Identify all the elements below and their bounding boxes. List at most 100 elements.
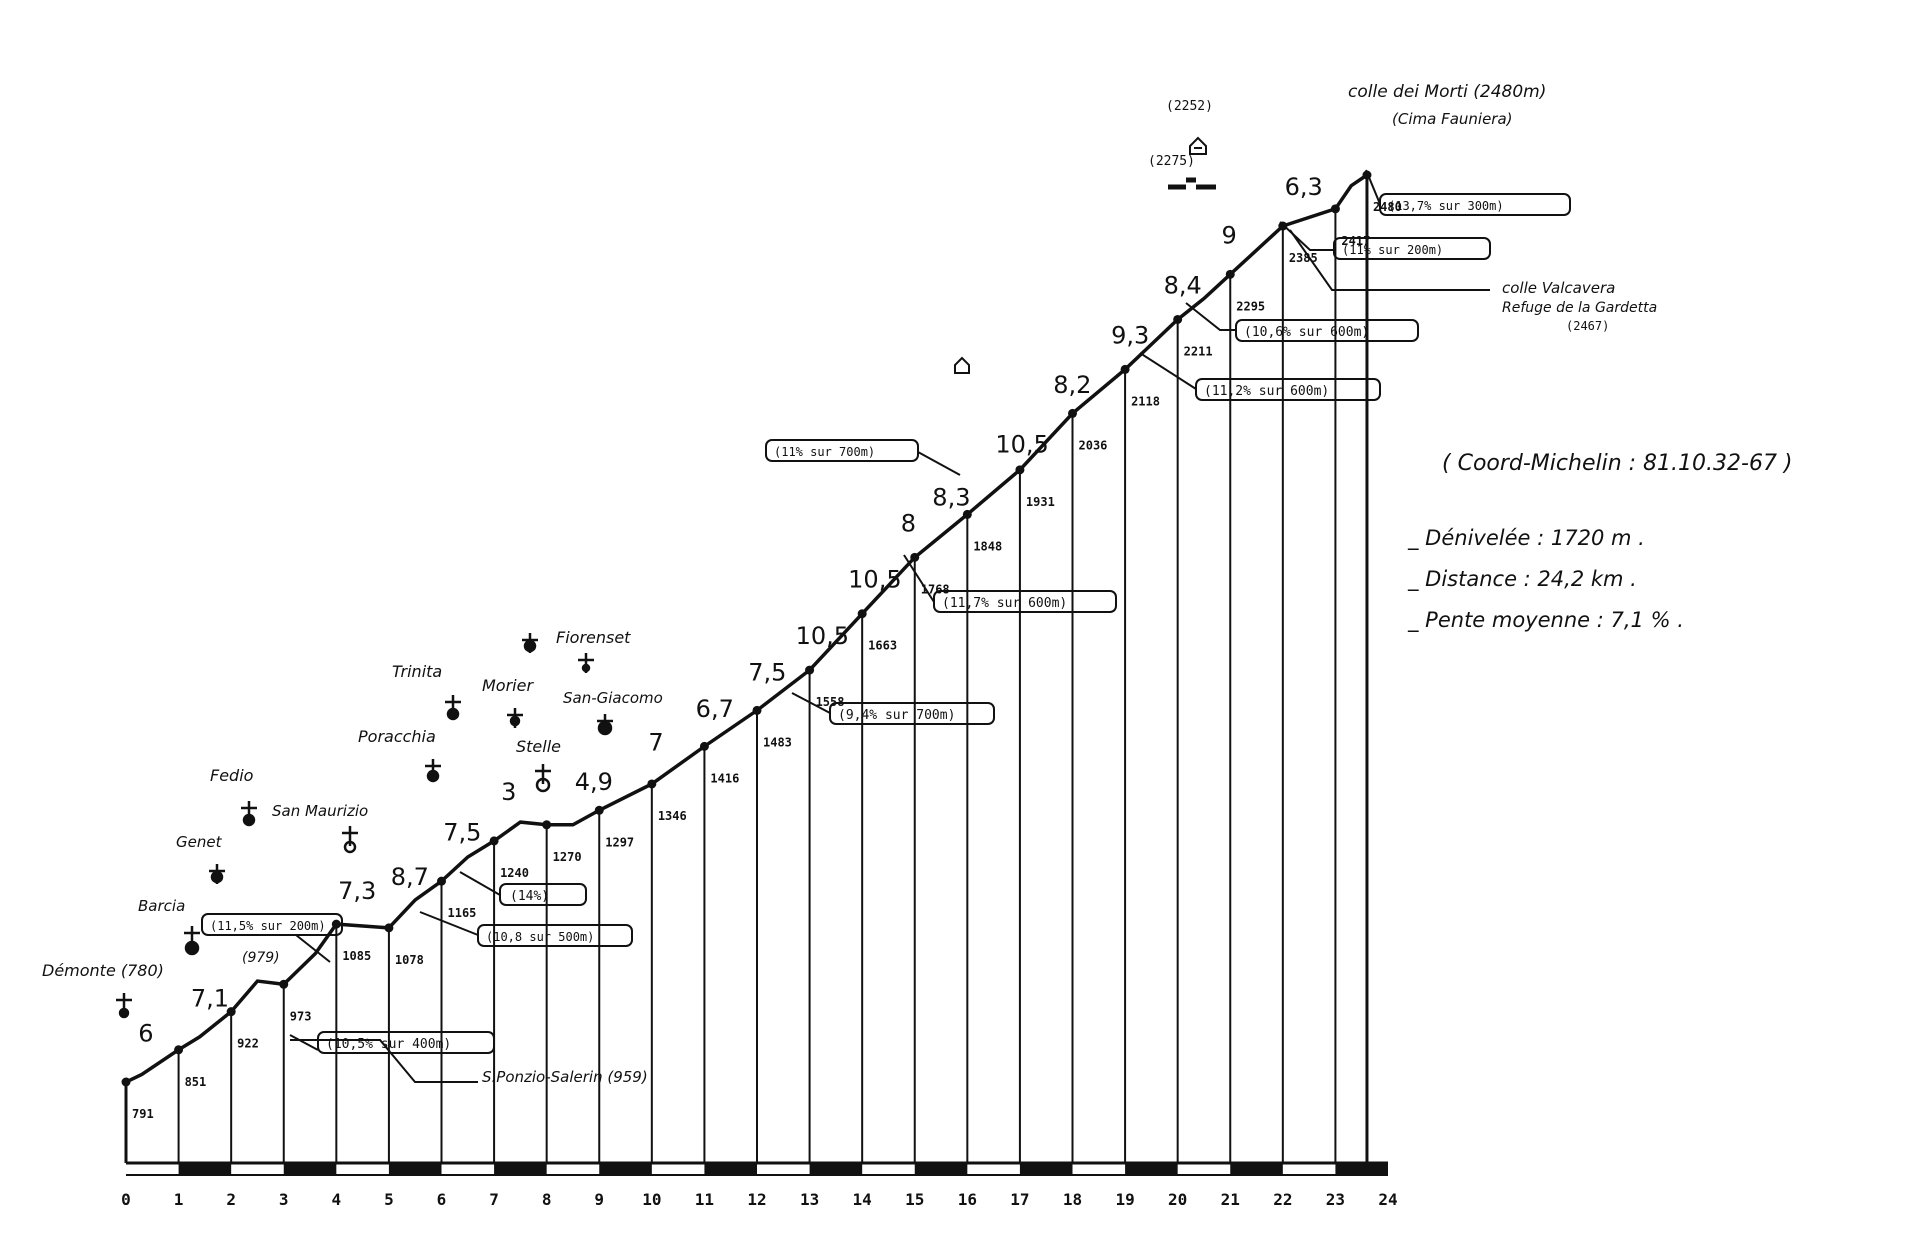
profile-point: [174, 1045, 184, 1055]
gradient-label: 8,3: [932, 484, 970, 512]
place-san-giacomo: San-Giacomo: [563, 689, 663, 707]
note-14: (14%): [499, 883, 587, 906]
svg-text:(9,4% sur 700m): (9,4% sur 700m): [838, 708, 955, 723]
gradient-label: 10,5: [796, 622, 849, 650]
elevation-label: 2118: [1131, 394, 1160, 408]
gradient-label: 7,5: [443, 819, 481, 847]
place-2252: (2252): [1166, 99, 1213, 114]
place-trinita: Trinita: [392, 662, 442, 681]
profile-point: [489, 836, 499, 846]
elevation-label: 922: [237, 1037, 259, 1051]
profile-point: [1068, 408, 1077, 418]
km-bar: [1125, 1163, 1178, 1175]
gradient-label: 3: [501, 778, 516, 806]
elevation-label: 1848: [973, 539, 1002, 553]
gradient-label: 8,7: [391, 863, 429, 891]
profile-point: [279, 979, 289, 989]
place-s-ponzio: S.Ponzio-Salerin (959): [482, 1068, 648, 1086]
profile-point: [699, 741, 709, 751]
svg-text:(11% sur 200m): (11% sur 200m): [1342, 243, 1443, 257]
elevation-label: 1085: [342, 949, 371, 963]
profile-point: [805, 665, 815, 675]
km-bar: [704, 1163, 757, 1175]
x-tick-label: 15: [905, 1190, 924, 1209]
x-tick-label: 20: [1168, 1190, 1187, 1209]
svg-text:(11% sur 700m): (11% sur 700m): [774, 445, 875, 459]
place-colle-valcavera: colle Valcavera: [1502, 279, 1615, 297]
profile-point: [1120, 364, 1130, 374]
village-markers: [116, 633, 613, 1019]
note-11-700: (11% sur 700m): [765, 439, 919, 462]
note-10-8: (10,8 sur 500m): [477, 924, 633, 947]
note-10-6: (10,6% sur 600m): [1235, 319, 1419, 342]
coord-text: ( Coord-Michelin : 81.10.32-67 ): [1442, 451, 1793, 476]
elevation-label: 2295: [1236, 299, 1265, 313]
profile-point: [1173, 314, 1183, 324]
summit-title: colle dei Morti (2480m): [1348, 82, 1546, 102]
gradient-label: 7,3: [338, 877, 376, 905]
km-bar: [1230, 1163, 1283, 1175]
profile-point: [962, 509, 972, 519]
x-tick-label: 7: [489, 1190, 499, 1209]
place-san-maurizio: San Maurizio: [272, 802, 368, 820]
x-tick-label: 5: [384, 1190, 394, 1209]
profile-line: [125, 173, 1368, 1084]
gradient-label: 8,4: [1164, 271, 1202, 299]
elevation-label: 1270: [553, 850, 582, 864]
leader-lines: [289, 136, 1490, 1083]
x-tick-label: 10: [642, 1190, 661, 1209]
place-fiorenset: Fiorenset: [556, 628, 631, 647]
km-bar: [1019, 1163, 1073, 1175]
gradient-label: 7,5: [748, 658, 786, 686]
profile-point: [857, 609, 867, 619]
elevation-label: 1165: [448, 906, 477, 920]
km-bar: [178, 1163, 232, 1175]
km-bar: [494, 1163, 547, 1175]
x-tick-label: 0: [121, 1190, 131, 1209]
profile-point: [437, 876, 446, 886]
x-tick-label: 8: [542, 1190, 552, 1209]
km-bar: [809, 1163, 863, 1175]
elevation-label: 1346: [658, 809, 687, 823]
x-tick-label: 24: [1378, 1190, 1397, 1209]
note-11-5: (11,5% sur 200m): [201, 913, 343, 936]
elevation-label: 973: [290, 1009, 312, 1023]
place-979: (979): [242, 950, 280, 966]
x-tick-label: 9: [594, 1190, 604, 1209]
gradient-label: 6,3: [1285, 173, 1323, 201]
gradient-label: 8: [901, 509, 916, 537]
summit-subtitle: (Cima Fauniera): [1392, 110, 1513, 128]
place-2467: (2467): [1566, 319, 1609, 333]
elevation-label: 1663: [868, 639, 897, 653]
place-fedio: Fedio: [210, 766, 254, 785]
x-tick-label: 17: [1010, 1190, 1029, 1209]
profile-point: [226, 1007, 236, 1017]
note-9-4: (9,4% sur 700m): [829, 702, 995, 725]
x-tick-label: 12: [747, 1190, 766, 1209]
km-bar: [914, 1163, 968, 1175]
x-tick-label: 2: [226, 1190, 236, 1209]
gradient-label: 7,1: [191, 985, 229, 1013]
elevation-label: 1078: [395, 953, 424, 967]
svg-text:(11,7% sur 600m): (11,7% sur 600m): [942, 596, 1067, 611]
note-11-7: (11,7% sur 600m): [933, 590, 1117, 613]
profile-point: [647, 779, 657, 789]
km-bar: [599, 1163, 652, 1175]
elevation-label: 2036: [1079, 438, 1108, 452]
place-morier: Morier: [482, 676, 534, 695]
denivelee-text: _ Dénivelée : 1720 m .: [1407, 526, 1645, 551]
svg-text:(14%): (14%): [510, 889, 549, 904]
place-barcia: Barcia: [138, 897, 185, 915]
pente-text: _ Pente moyenne : 7,1 % .: [1407, 608, 1684, 633]
x-tick-label: 14: [853, 1190, 872, 1209]
place-2275: (2275): [1148, 154, 1195, 169]
km-bar: [388, 1163, 442, 1175]
note-10-5: (10,5% sur 400m): [317, 1031, 495, 1054]
profile-point: [910, 552, 920, 562]
svg-text:(11,2% sur 600m): (11,2% sur 600m): [1204, 384, 1329, 399]
profile-point: [384, 923, 394, 933]
x-tick-label: 13: [800, 1190, 819, 1209]
svg-text:(10,8 sur 500m): (10,8 sur 500m): [486, 930, 594, 944]
x-tick-label: 11: [695, 1190, 714, 1209]
